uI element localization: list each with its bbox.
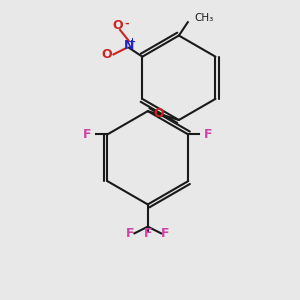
Text: F: F [143, 227, 152, 240]
Text: F: F [126, 227, 134, 240]
Text: O: O [112, 19, 123, 32]
Text: O: O [101, 48, 112, 61]
Text: N: N [124, 39, 134, 52]
Text: +: + [128, 37, 135, 46]
Text: F: F [161, 227, 170, 240]
Text: F: F [204, 128, 212, 141]
Text: F: F [83, 128, 92, 141]
Text: CH₃: CH₃ [194, 13, 214, 23]
Text: O: O [154, 107, 164, 120]
Text: -: - [124, 18, 129, 28]
